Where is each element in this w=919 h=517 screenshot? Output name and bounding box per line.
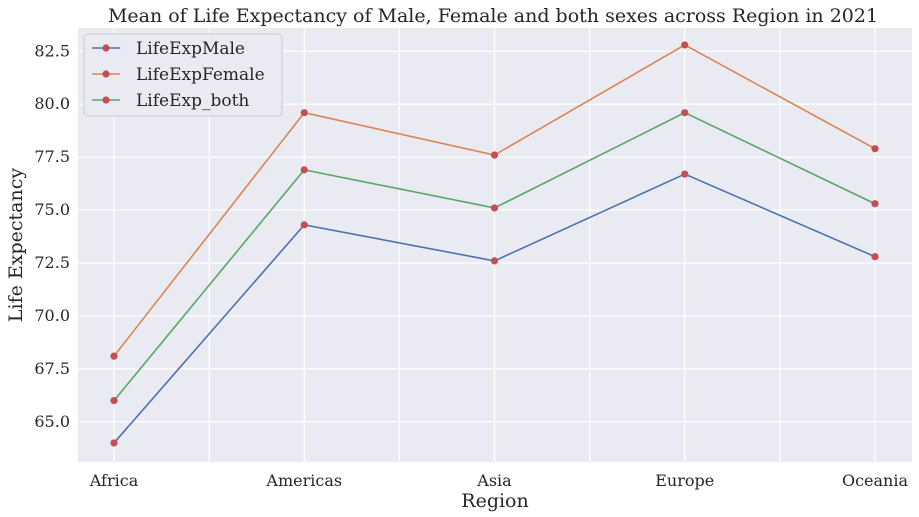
data-point: [681, 170, 689, 178]
data-point: [110, 397, 118, 405]
legend-label: LifeExpFemale: [136, 65, 265, 85]
data-point: [871, 253, 879, 261]
y-axis-label: Life Expectancy: [5, 168, 27, 322]
legend-item: LifeExp_both: [92, 91, 249, 111]
legend-item: LifeExpMale: [92, 39, 245, 59]
y-tick-label: 72.5: [34, 253, 70, 272]
x-tick-label: Asia: [476, 471, 512, 490]
y-tick-label: 67.5: [34, 359, 70, 378]
data-point: [871, 200, 879, 208]
chart-title: Mean of Life Expectancy of Male, Female …: [108, 5, 878, 27]
y-tick-label: 75.0: [34, 200, 70, 219]
data-point: [490, 257, 499, 265]
legend-marker: [102, 96, 110, 104]
legend-label: LifeExpMale: [136, 39, 245, 59]
y-tick-label: 80.0: [34, 94, 70, 113]
series-LifeExpMale: [110, 170, 879, 447]
legend-marker: [102, 70, 110, 78]
data-point: [871, 145, 879, 153]
x-tick-label: Americas: [265, 471, 342, 490]
data-point: [300, 166, 308, 174]
legend-item: LifeExpFemale: [92, 65, 265, 85]
data-point: [300, 109, 308, 117]
data-point: [681, 109, 689, 117]
y-tick-label: 77.5: [34, 147, 70, 166]
series-LifeExpFemale: [110, 41, 879, 360]
data-point: [490, 204, 499, 212]
y-tick-label: 82.5: [34, 41, 70, 60]
legend-label: LifeExp_both: [136, 91, 249, 111]
x-tick-label: Africa: [89, 471, 139, 490]
data-point: [681, 41, 689, 49]
legend-box: [83, 33, 283, 117]
data-point: [110, 439, 118, 447]
data-point: [300, 221, 308, 229]
x-tick-label: Europe: [655, 471, 714, 490]
legend-marker: [102, 44, 110, 52]
data-point: [490, 151, 499, 159]
y-tick-label: 70.0: [34, 306, 70, 325]
series-layer: [110, 41, 879, 447]
y-tick-label: 65.0: [34, 412, 70, 431]
x-tick-label: Oceania: [842, 471, 909, 490]
legend: LifeExpMale LifeExpFemale LifeExp_both: [83, 33, 283, 117]
data-point: [110, 352, 118, 360]
x-axis-label: Region: [461, 490, 528, 512]
series-LifeExp_both: [110, 109, 879, 405]
tick-labels: 65.0 67.5 70.0 72.5 75.0 77.5 80.0 82.5 Africa Am…: [34, 41, 908, 490]
